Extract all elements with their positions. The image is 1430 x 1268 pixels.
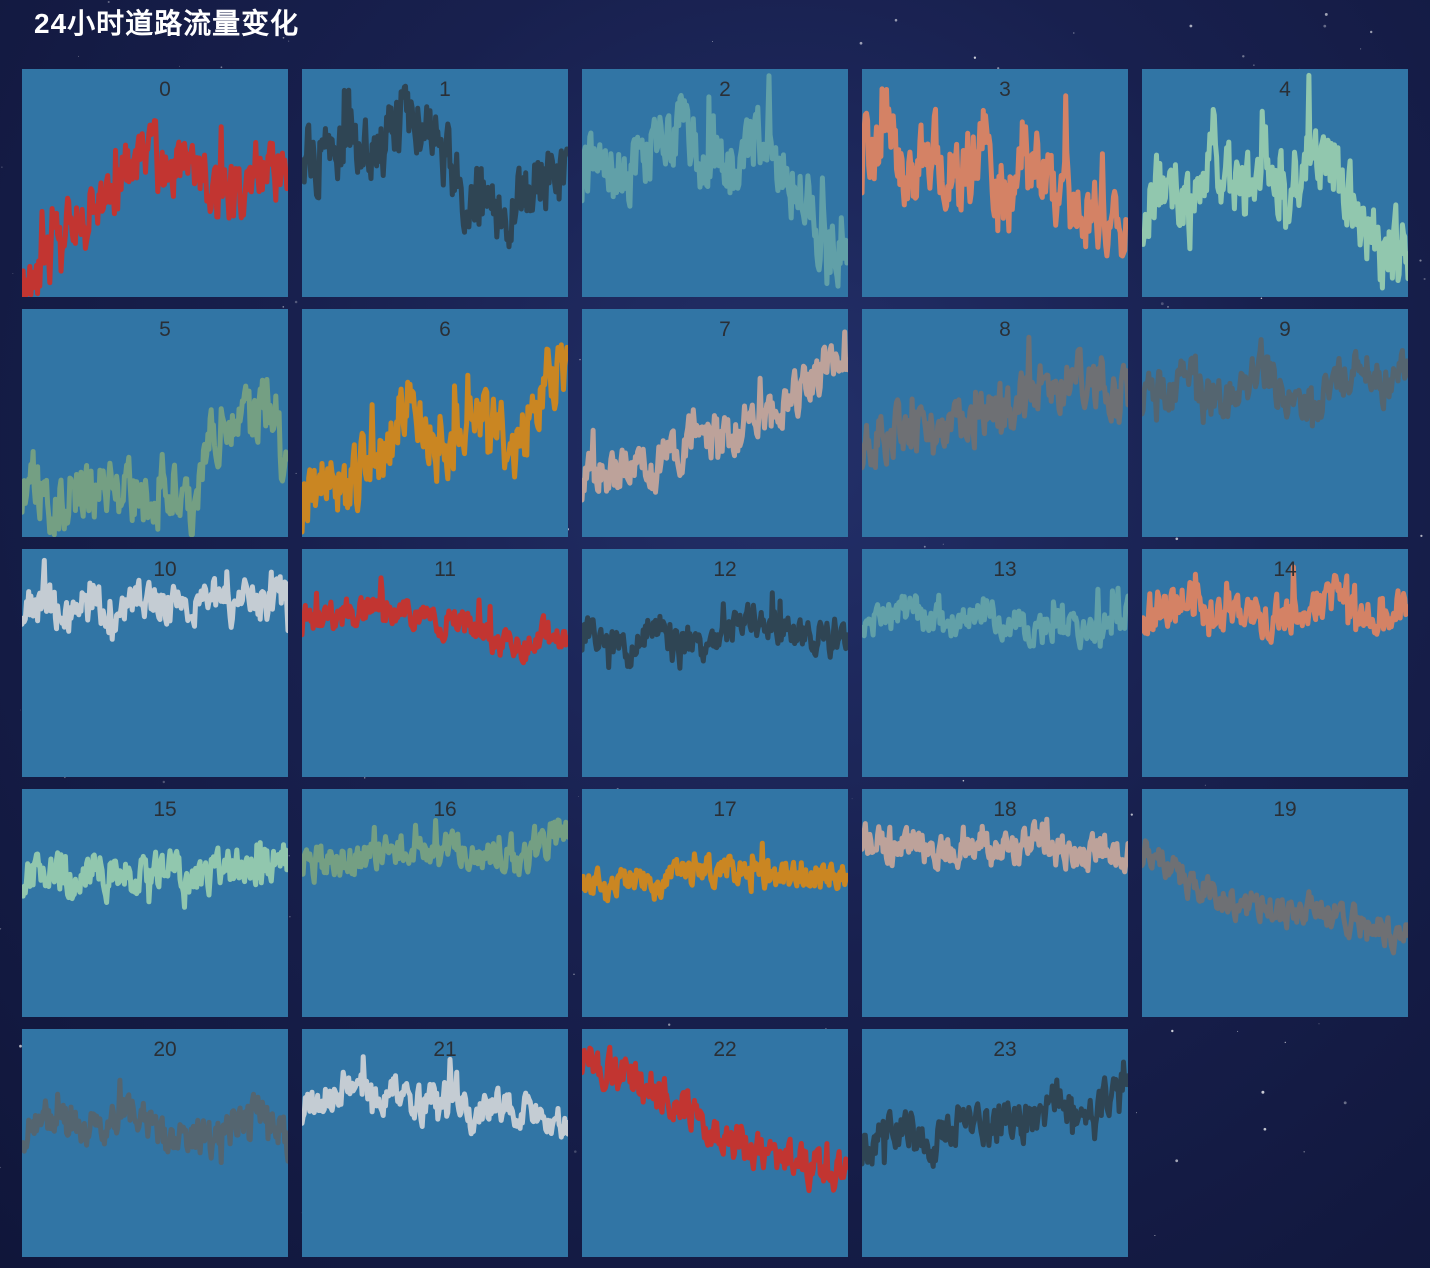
panel-label-5: 5 bbox=[159, 318, 171, 341]
series-line-8 bbox=[862, 334, 1128, 471]
line-chart-13 bbox=[862, 585, 1128, 651]
chart-panel-6: 6 bbox=[302, 309, 568, 537]
panel-label-22: 22 bbox=[713, 1038, 737, 1061]
panel-label-8: 8 bbox=[999, 318, 1011, 341]
line-chart-4 bbox=[1142, 72, 1408, 291]
series-line-3 bbox=[862, 86, 1128, 259]
line-chart-0 bbox=[22, 118, 288, 297]
chart-panel-2: 2 bbox=[582, 69, 848, 297]
series-line-17 bbox=[582, 840, 848, 904]
panel-label-23: 23 bbox=[993, 1038, 1017, 1061]
panel-label-2: 2 bbox=[719, 78, 731, 101]
panel-label-17: 17 bbox=[713, 798, 737, 821]
panel-label-10: 10 bbox=[153, 558, 177, 581]
chart-panel-5: 5 bbox=[22, 309, 288, 537]
line-chart-21 bbox=[302, 1054, 568, 1140]
chart-panel-18: 18 bbox=[862, 789, 1128, 1017]
series-line-13 bbox=[862, 585, 1128, 651]
panel-label-1: 1 bbox=[439, 78, 451, 101]
series-line-21 bbox=[302, 1054, 568, 1140]
chart-panel-10: 10 bbox=[22, 549, 288, 777]
line-chart-17 bbox=[582, 840, 848, 904]
panel-label-14: 14 bbox=[1273, 558, 1297, 581]
series-line-14 bbox=[1142, 564, 1408, 645]
series-line-1 bbox=[302, 83, 568, 250]
panel-label-9: 9 bbox=[1279, 318, 1291, 341]
line-chart-7 bbox=[582, 329, 848, 503]
panel-label-19: 19 bbox=[1273, 798, 1297, 821]
chart-panel-9: 9 bbox=[1142, 309, 1408, 537]
line-chart-3 bbox=[862, 86, 1128, 259]
line-chart-10 bbox=[22, 557, 288, 642]
line-chart-23 bbox=[862, 1059, 1128, 1169]
line-chart-12 bbox=[582, 590, 848, 671]
chart-panel-20: 20 bbox=[22, 1029, 288, 1257]
panel-label-0: 0 bbox=[159, 78, 171, 101]
panel-label-21: 21 bbox=[433, 1038, 457, 1061]
series-line-18 bbox=[862, 816, 1128, 875]
line-chart-19 bbox=[1142, 838, 1408, 956]
chart-panel-19: 19 bbox=[1142, 789, 1408, 1017]
series-line-11 bbox=[302, 575, 568, 666]
series-line-15 bbox=[22, 840, 288, 910]
line-chart-15 bbox=[22, 840, 288, 910]
chart-panel-21: 21 bbox=[302, 1029, 568, 1257]
line-chart-16 bbox=[302, 817, 568, 885]
series-line-6 bbox=[302, 342, 568, 535]
chart-panel-7: 7 bbox=[582, 309, 848, 537]
line-chart-9 bbox=[1142, 337, 1408, 429]
series-line-7 bbox=[582, 329, 848, 503]
line-chart-6 bbox=[302, 342, 568, 535]
line-chart-2 bbox=[582, 73, 848, 289]
series-line-20 bbox=[22, 1077, 288, 1165]
chart-panel-16: 16 bbox=[302, 789, 568, 1017]
chart-panel-8: 8 bbox=[862, 309, 1128, 537]
series-line-5 bbox=[22, 377, 288, 537]
line-chart-20 bbox=[22, 1077, 288, 1165]
panel-label-18: 18 bbox=[993, 798, 1017, 821]
page-title: 24小时道路流量变化 bbox=[34, 8, 300, 39]
line-chart-5 bbox=[22, 377, 288, 537]
line-chart-1 bbox=[302, 83, 568, 250]
chart-panel-3: 3 bbox=[862, 69, 1128, 297]
chart-panel-4: 4 bbox=[1142, 69, 1408, 297]
line-chart-22 bbox=[582, 1044, 848, 1194]
series-line-23 bbox=[862, 1059, 1128, 1169]
line-chart-18 bbox=[862, 816, 1128, 875]
series-line-12 bbox=[582, 590, 848, 671]
line-chart-8 bbox=[862, 334, 1128, 471]
panel-label-13: 13 bbox=[993, 558, 1017, 581]
series-line-4 bbox=[1142, 72, 1408, 291]
panel-label-12: 12 bbox=[713, 558, 737, 581]
panel-label-15: 15 bbox=[153, 798, 177, 821]
panel-label-16: 16 bbox=[433, 798, 457, 821]
chart-panel-12: 12 bbox=[582, 549, 848, 777]
series-line-9 bbox=[1142, 337, 1408, 429]
line-chart-11 bbox=[302, 575, 568, 666]
series-line-0 bbox=[22, 118, 288, 297]
chart-panel-0: 0 bbox=[22, 69, 288, 297]
panel-label-7: 7 bbox=[719, 318, 731, 341]
chart-panel-14: 14 bbox=[1142, 549, 1408, 777]
panel-label-4: 4 bbox=[1279, 78, 1291, 101]
chart-panel-1: 1 bbox=[302, 69, 568, 297]
chart-panel-15: 15 bbox=[22, 789, 288, 1017]
series-line-2 bbox=[582, 73, 848, 289]
panel-label-3: 3 bbox=[999, 78, 1011, 101]
series-line-19 bbox=[1142, 838, 1408, 956]
panel-label-6: 6 bbox=[439, 318, 451, 341]
chart-panel-11: 11 bbox=[302, 549, 568, 777]
line-chart-14 bbox=[1142, 564, 1408, 645]
series-line-22 bbox=[582, 1044, 848, 1194]
series-line-16 bbox=[302, 817, 568, 885]
chart-panel-13: 13 bbox=[862, 549, 1128, 777]
panel-label-11: 11 bbox=[434, 558, 456, 581]
panel-label-20: 20 bbox=[153, 1038, 177, 1061]
chart-panel-23: 23 bbox=[862, 1029, 1128, 1257]
series-line-10 bbox=[22, 557, 288, 642]
chart-panel-22: 22 bbox=[582, 1029, 848, 1257]
chart-panel-17: 17 bbox=[582, 789, 848, 1017]
